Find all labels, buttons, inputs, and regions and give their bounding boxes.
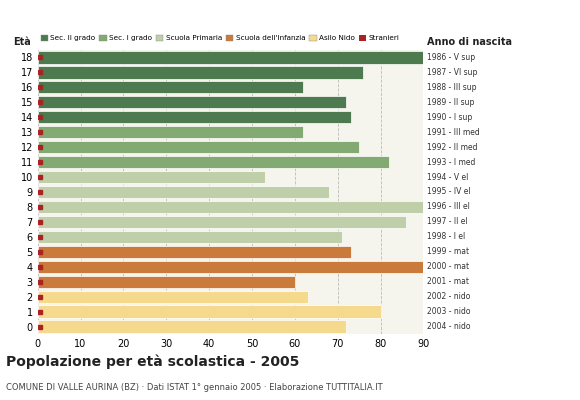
Text: 1994 - V el: 1994 - V el — [427, 172, 469, 182]
Text: 2000 - mat: 2000 - mat — [427, 262, 469, 271]
Bar — [38, 51, 423, 64]
Bar — [38, 276, 295, 288]
Text: Popolazione per età scolastica - 2005: Popolazione per età scolastica - 2005 — [6, 354, 299, 369]
Bar — [38, 201, 423, 213]
Legend: Sec. II grado, Sec. I grado, Scuola Primaria, Scuola dell'Infanzia, Asilo Nido, : Sec. II grado, Sec. I grado, Scuola Prim… — [38, 32, 402, 44]
Text: 2002 - nido: 2002 - nido — [427, 292, 470, 301]
Text: 1997 - II el: 1997 - II el — [427, 217, 468, 226]
Bar — [38, 186, 329, 198]
Bar — [38, 141, 359, 153]
Text: 1987 - VI sup: 1987 - VI sup — [427, 68, 478, 77]
Text: 2004 - nido: 2004 - nido — [427, 322, 471, 331]
Text: 1993 - I med: 1993 - I med — [427, 158, 476, 167]
Text: 1990 - I sup: 1990 - I sup — [427, 113, 473, 122]
Bar — [38, 216, 406, 228]
Text: COMUNE DI VALLE AURINA (BZ) · Dati ISTAT 1° gennaio 2005 · Elaborazione TUTTITAL: COMUNE DI VALLE AURINA (BZ) · Dati ISTAT… — [6, 383, 382, 392]
Text: 2001 - mat: 2001 - mat — [427, 277, 469, 286]
Bar — [38, 66, 364, 78]
Bar — [38, 231, 342, 243]
Bar — [38, 126, 303, 138]
Bar — [38, 290, 307, 303]
Text: 1991 - III med: 1991 - III med — [427, 128, 480, 137]
Text: 2003 - nido: 2003 - nido — [427, 307, 471, 316]
Bar — [38, 96, 346, 108]
Text: 1988 - III sup: 1988 - III sup — [427, 83, 477, 92]
Bar — [38, 156, 389, 168]
Bar — [38, 320, 346, 333]
Bar — [38, 306, 380, 318]
Bar — [38, 246, 350, 258]
Text: 1986 - V sup: 1986 - V sup — [427, 53, 476, 62]
Text: 1989 - II sup: 1989 - II sup — [427, 98, 474, 107]
Text: 1998 - I el: 1998 - I el — [427, 232, 466, 241]
Bar — [38, 81, 303, 94]
Bar — [38, 171, 265, 183]
Bar — [38, 261, 423, 273]
Text: 1999 - mat: 1999 - mat — [427, 247, 469, 256]
Text: Età: Età — [13, 37, 30, 47]
Text: Anno di nascita: Anno di nascita — [427, 37, 512, 47]
Text: 1995 - IV el: 1995 - IV el — [427, 188, 471, 196]
Text: 1992 - II med: 1992 - II med — [427, 143, 478, 152]
Text: 1996 - III el: 1996 - III el — [427, 202, 470, 212]
Bar — [38, 111, 350, 123]
